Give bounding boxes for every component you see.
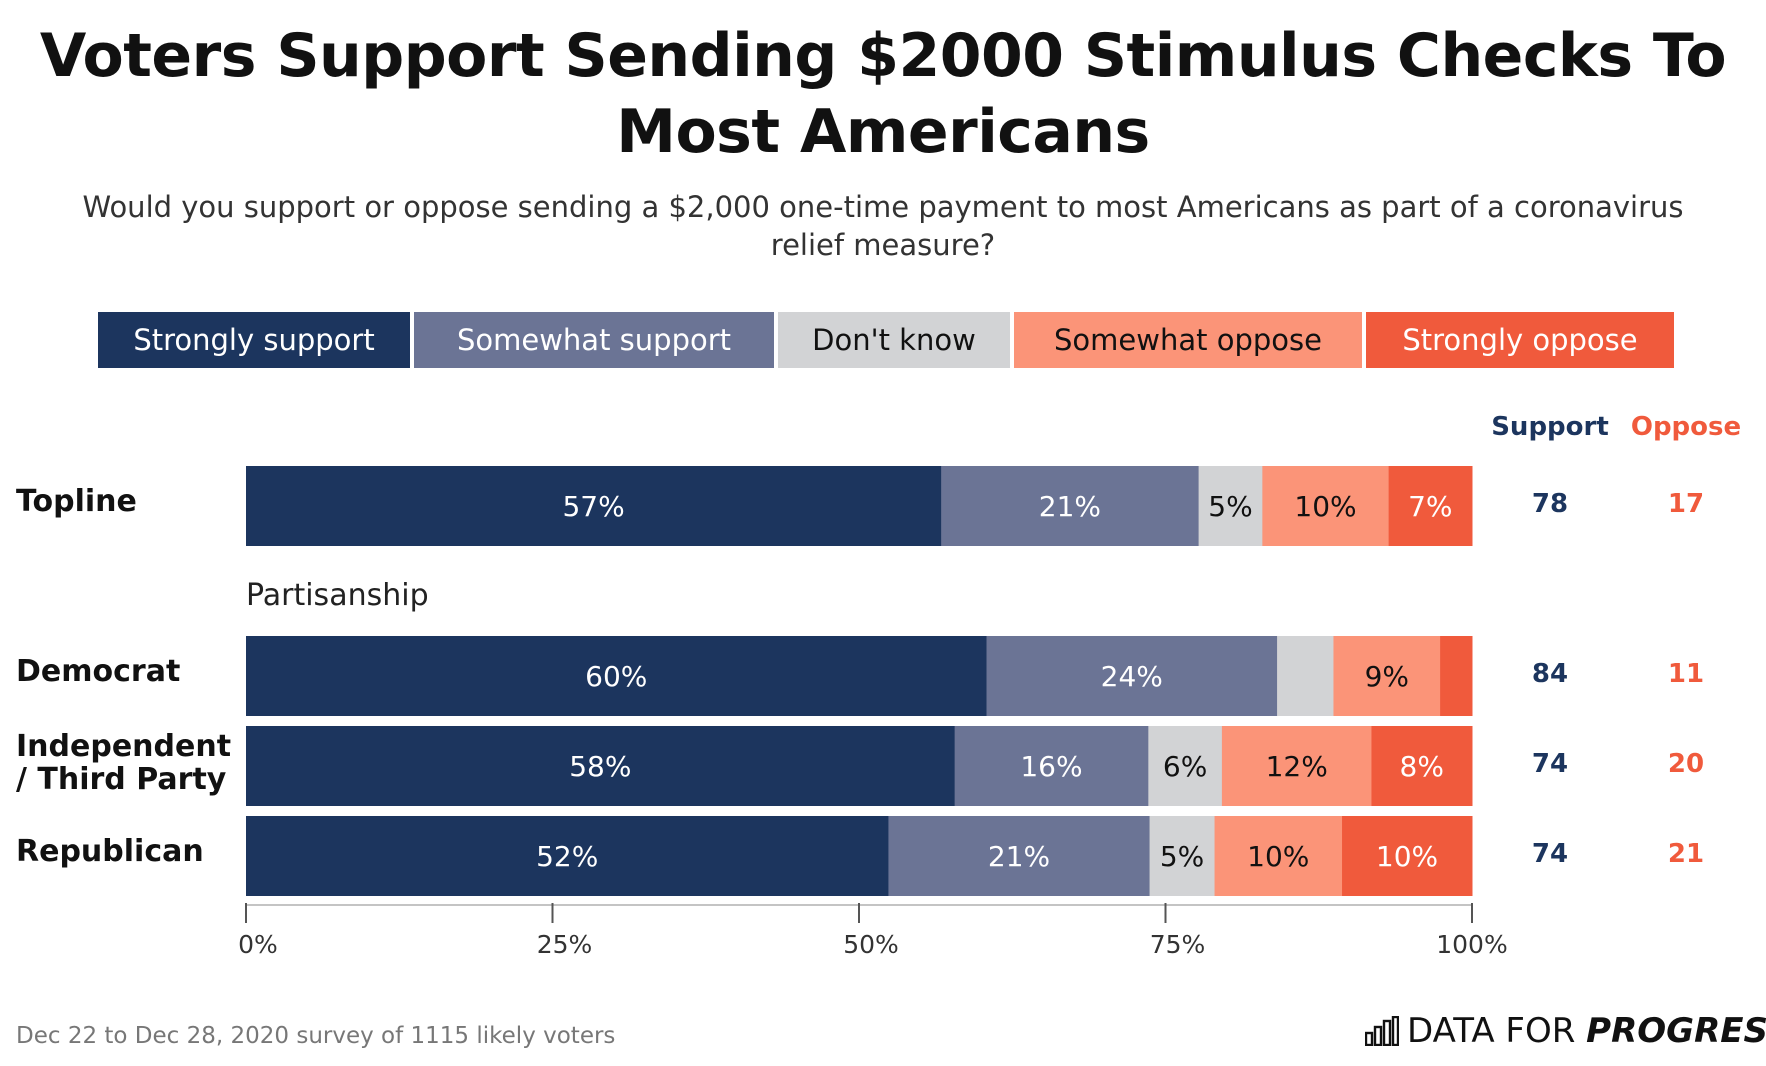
data-label-topline-strongly-oppose: 7% <box>1408 490 1452 523</box>
oppose-value-democrat: 11 <box>1667 659 1705 689</box>
chart-title: Voters Support Sending $2000 Stimulus Ch… <box>39 21 1727 167</box>
brand-logo: DATA FOR PROGRESS <box>1364 1011 1766 1051</box>
data-label-republican-strongly-support: 52% <box>536 840 598 873</box>
bar-independent-third-party-strongly-support <box>246 726 956 806</box>
oppose-column-header: Oppose <box>1630 412 1742 442</box>
support-column-header: Support <box>1491 412 1609 442</box>
bar-democrat-strongly-support <box>246 636 988 716</box>
chart-subtitle: Would you support or oppose sending a $2… <box>82 190 1684 262</box>
data-label-topline-somewhat-oppose: 10% <box>1294 490 1356 523</box>
support-value-independent: 74 <box>1531 749 1569 779</box>
bar-chart-icon <box>1364 1015 1400 1047</box>
data-label-topline-strongly-support: 57% <box>562 490 624 523</box>
bar-independent-third-party-somewhat-oppose <box>1221 726 1372 806</box>
data-label-democrat-somewhat-support: 24% <box>1101 660 1163 693</box>
legend-item-dont-know: Don't know <box>778 312 1010 368</box>
data-label-republican-strongly-oppose: 10% <box>1376 840 1438 873</box>
data-label-topline-don-t-know: 5% <box>1208 490 1252 523</box>
data-label-independent-third-party-strongly-oppose: 8% <box>1400 750 1444 783</box>
survey-note: Dec 22 to Dec 28, 2020 survey of 1115 li… <box>16 1023 616 1049</box>
data-label-independent-third-party-somewhat-oppose: 12% <box>1266 750 1328 783</box>
row-label-topline: Topline <box>16 485 137 518</box>
legend-item-strongly-support: Strongly support <box>98 312 410 368</box>
bar-democrat-somewhat-oppose <box>1333 636 1441 716</box>
bar-topline-strongly-support <box>246 466 942 546</box>
oppose-value-republican: 21 <box>1667 839 1705 869</box>
data-label-democrat-strongly-support: 60% <box>585 660 647 693</box>
brand-regular: DATA FOR <box>1407 1011 1587 1051</box>
bar-republican-somewhat-oppose <box>1214 816 1343 896</box>
support-value-democrat: 84 <box>1531 659 1569 689</box>
data-label-topline-somewhat-support: 21% <box>1039 490 1101 523</box>
row-label-independent: Independent / Third Party <box>16 730 231 796</box>
support-value-topline: 78 <box>1531 489 1569 519</box>
bar-republican-strongly-oppose <box>1342 816 1473 896</box>
bar-topline-somewhat-support <box>941 466 1200 546</box>
bar-republican-strongly-support <box>246 816 889 896</box>
legend-item-strongly-oppose: Strongly oppose <box>1366 312 1674 368</box>
data-label-independent-third-party-don-t-know: 6% <box>1163 750 1207 783</box>
support-value-republican: 74 <box>1531 839 1569 869</box>
brand-bold: PROGRESS <box>1586 1011 1766 1051</box>
row-label-line: / Third Party <box>16 762 227 797</box>
data-label-republican-don-t-know: 5% <box>1160 840 1204 873</box>
data-label-democrat-somewhat-oppose: 9% <box>1365 660 1409 693</box>
bar-topline-somewhat-oppose <box>1262 466 1390 546</box>
row-label-line: Democrat <box>16 654 181 689</box>
bar-topline-don-t-know <box>1198 466 1263 546</box>
group-heading: Partisanship <box>246 578 429 613</box>
row-label-line: Republican <box>16 834 204 869</box>
x-tick-label: 100% <box>1436 930 1507 959</box>
data-label-republican-somewhat-support: 21% <box>988 840 1050 873</box>
row-label-republican: Republican <box>16 835 204 868</box>
x-tick-label: 25% <box>537 930 593 959</box>
bar-democrat-don-t-know <box>1277 636 1334 716</box>
oppose-value-topline: 17 <box>1667 489 1705 519</box>
bar-independent-third-party-somewhat-support <box>954 726 1149 806</box>
bar-republican-don-t-know <box>1149 816 1216 896</box>
row-label-line: Independent <box>16 729 232 764</box>
data-label-independent-third-party-strongly-support: 58% <box>569 750 631 783</box>
row-label-line: Topline <box>16 484 137 519</box>
oppose-value-independent: 20 <box>1667 749 1705 779</box>
data-label-independent-third-party-somewhat-support: 16% <box>1020 750 1082 783</box>
row-label-democrat: Democrat <box>16 655 180 688</box>
bar-topline-strongly-oppose <box>1388 466 1473 546</box>
legend-item-somewhat-oppose: Somewhat oppose <box>1014 312 1362 368</box>
bar-democrat-strongly-oppose <box>1440 636 1473 716</box>
x-tick-label: 0% <box>238 930 278 959</box>
bar-independent-third-party-don-t-know <box>1148 726 1223 806</box>
data-label-republican-somewhat-oppose: 10% <box>1247 840 1309 873</box>
bar-independent-third-party-strongly-oppose <box>1371 726 1473 806</box>
bar-republican-somewhat-support <box>888 816 1151 896</box>
x-tick-label: 75% <box>1150 930 1206 959</box>
bar-democrat-somewhat-support <box>986 636 1278 716</box>
legend-item-somewhat-support: Somewhat support <box>414 312 774 368</box>
x-tick-label: 50% <box>843 930 899 959</box>
